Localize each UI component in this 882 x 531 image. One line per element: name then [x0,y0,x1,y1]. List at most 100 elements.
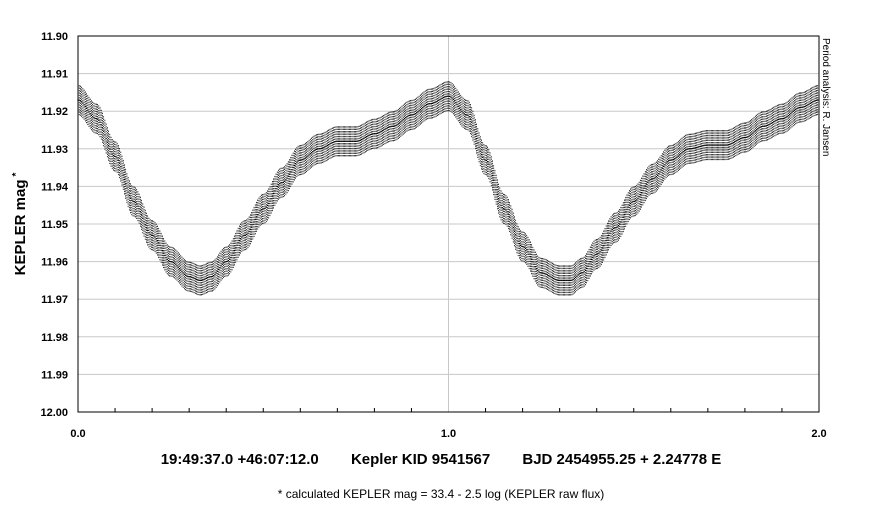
data-point [478,146,480,148]
data-point [395,124,397,127]
data-point [469,118,472,120]
data-point [95,118,97,120]
data-point [363,137,365,139]
data-point [486,161,489,163]
data-point [742,137,744,139]
data-point [488,163,490,165]
data-point [517,240,519,242]
data-point [809,102,811,104]
data-point [711,144,714,146]
data-point [147,229,149,232]
data-point [586,267,588,269]
data-point [456,103,458,106]
data-series [77,81,820,296]
data-point [693,147,695,149]
data-point [111,153,113,155]
y-tick-label: 11.97 [41,294,68,306]
data-point [246,233,248,236]
ephemeris: BJD 2454955.25 + 2.24778 E [522,451,722,468]
data-point [647,181,649,183]
data-point [455,102,457,104]
data-point [453,100,456,102]
data-point [685,149,687,151]
data-point [815,99,818,101]
data-point [154,236,156,238]
data-point [378,132,380,134]
data-point [526,249,528,251]
data-point [471,121,473,123]
y-tick-label: 11.94 [41,181,69,193]
data-point [167,260,170,262]
data-point [689,148,692,150]
data-point [419,109,421,111]
data-point [713,144,715,146]
data-point [422,106,424,109]
data-point [557,279,560,281]
data-point [746,136,748,138]
data-point [708,144,710,146]
data-point [428,103,430,105]
data-point [611,228,613,231]
data-point [702,145,704,147]
data-point [107,145,110,147]
data-point [123,178,126,181]
data-point [567,279,569,281]
data-point [615,227,617,229]
data-point [691,148,693,150]
data-point [340,140,342,142]
data-point [599,251,601,253]
data-point [291,169,293,171]
data-point [150,234,152,236]
data-point [280,182,282,184]
y-tick-label: 11.90 [41,31,68,43]
data-point [446,95,448,97]
data-point [293,164,296,167]
data-point [325,145,327,147]
data-point [238,239,240,242]
data-point [776,119,778,121]
data-point [430,102,432,105]
data-point [281,182,283,184]
data-point [414,113,417,115]
data-point [290,171,292,173]
data-point [247,232,249,234]
data-point [643,187,645,189]
data-point [718,144,720,146]
data-point [735,140,737,142]
data-point [808,103,810,105]
data-point [370,133,373,135]
data-point [257,213,259,216]
data-point [617,225,620,227]
data-point [576,275,578,277]
data-point [416,112,418,114]
data-point [534,266,536,268]
data-point [296,161,298,163]
data-point [669,159,671,161]
data-point [732,142,734,144]
data-point [472,125,474,127]
data-point [748,135,750,137]
y-tick-label: 11.92 [41,106,68,118]
data-point [495,189,497,191]
data-point [358,140,360,142]
data-point [183,273,185,275]
data-point [765,125,767,127]
y-axis-label-text: KEPLER mag [12,180,29,276]
y-tick-label: 11.95 [41,219,68,231]
data-point [716,144,719,146]
data-point [128,194,130,197]
x-tick-label: 2.0 [811,428,826,440]
data-point [125,183,127,185]
data-point [81,101,83,103]
y-tick-label: 11.99 [41,369,68,381]
data-point [423,105,425,108]
data-point [284,180,286,182]
data-point [373,133,375,135]
data-point [298,159,300,161]
data-point [100,124,102,126]
data-point [633,200,635,202]
data-point [178,268,181,270]
data-point [608,234,610,236]
data-point [661,167,664,169]
data-point [192,277,194,279]
